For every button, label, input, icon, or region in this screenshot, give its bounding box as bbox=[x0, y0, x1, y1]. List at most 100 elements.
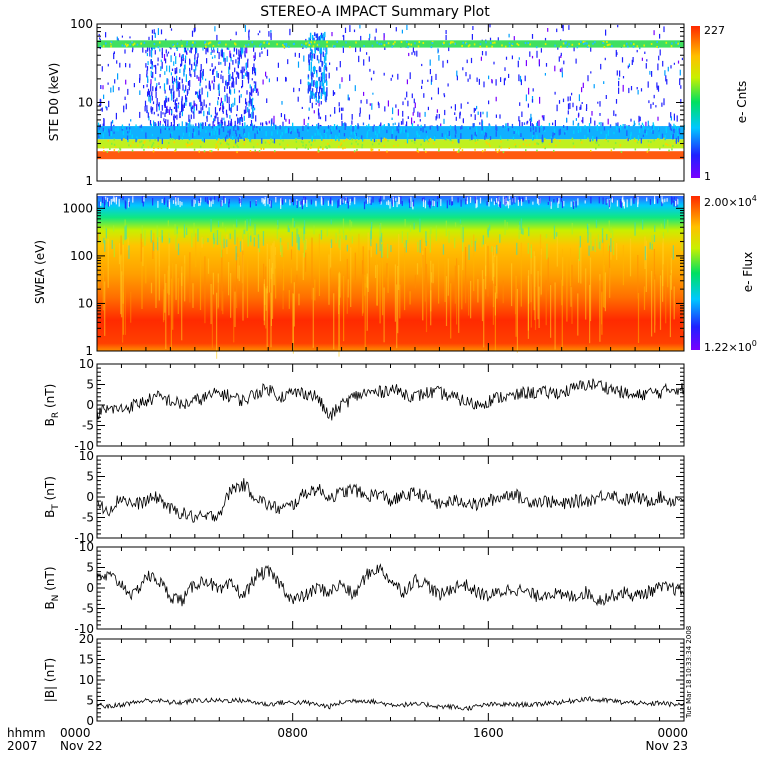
ste-cell bbox=[534, 143, 536, 146]
swea-cell bbox=[223, 236, 225, 241]
swea-cell bbox=[342, 199, 344, 203]
ste-cell bbox=[560, 52, 562, 57]
ste-cell bbox=[681, 143, 683, 146]
ste-cell bbox=[224, 57, 226, 66]
ste-cell bbox=[308, 54, 310, 63]
swea-cell bbox=[194, 200, 196, 204]
ste-cell bbox=[581, 141, 583, 144]
ste-cell bbox=[238, 57, 240, 64]
swea-cell bbox=[651, 235, 653, 249]
ste-cell bbox=[303, 118, 305, 126]
ste-cell bbox=[199, 82, 201, 87]
ste-cell bbox=[326, 45, 328, 55]
ste-cell bbox=[132, 43, 135, 46]
ste-cell bbox=[307, 74, 310, 78]
swea-cell bbox=[378, 198, 380, 202]
ste-cell bbox=[234, 97, 236, 106]
ste-cell bbox=[305, 144, 307, 147]
ste-cell bbox=[110, 122, 112, 126]
time-tick-label: 0000 bbox=[657, 726, 688, 740]
ste-cell bbox=[650, 141, 652, 144]
ste-cell bbox=[210, 130, 213, 136]
ste-cell bbox=[107, 139, 109, 142]
ste-cell bbox=[637, 89, 639, 95]
ste-cell bbox=[139, 90, 141, 95]
ste-cell bbox=[187, 47, 189, 51]
swea-cell bbox=[244, 220, 246, 235]
swea-cell bbox=[548, 196, 551, 202]
ste-cell bbox=[223, 57, 225, 62]
swea-cell bbox=[381, 244, 383, 258]
swea-cell bbox=[525, 196, 527, 201]
swea-cell bbox=[124, 283, 126, 335]
ste-cell bbox=[323, 129, 325, 133]
ste-cell bbox=[609, 43, 611, 46]
ste-cell bbox=[307, 88, 309, 94]
ste-cell bbox=[677, 126, 679, 131]
ste-cell bbox=[189, 119, 191, 122]
ste-cell bbox=[390, 77, 392, 81]
ste-cell bbox=[431, 75, 433, 82]
swea-cell bbox=[427, 201, 429, 205]
ste-cell bbox=[190, 102, 192, 110]
ste-cell bbox=[318, 150, 320, 153]
ste-cell bbox=[320, 101, 322, 105]
ste-cell bbox=[630, 86, 633, 91]
ste-cell bbox=[613, 131, 615, 135]
ste-cell bbox=[309, 32, 312, 39]
swea-cell bbox=[292, 293, 294, 354]
ste-cell bbox=[157, 63, 159, 66]
ste-cell bbox=[163, 54, 166, 61]
swea-cell bbox=[514, 197, 516, 203]
ste-cell bbox=[630, 118, 632, 122]
ste-cell bbox=[202, 105, 204, 111]
ste-cell bbox=[517, 44, 520, 46]
ste-cell bbox=[248, 102, 250, 107]
swea-cell bbox=[193, 199, 195, 207]
swea-cell bbox=[460, 199, 462, 207]
swea-cell bbox=[304, 196, 307, 204]
ste-cell bbox=[505, 56, 508, 60]
ste-cell bbox=[176, 80, 178, 89]
swea-cell bbox=[318, 233, 320, 296]
ste-cell bbox=[237, 146, 239, 148]
ste-cell bbox=[522, 143, 525, 146]
ste-cell bbox=[238, 118, 240, 123]
ste-cell bbox=[553, 128, 556, 133]
ste-cell bbox=[181, 110, 183, 117]
ste-cell bbox=[315, 33, 317, 38]
ste-cell bbox=[123, 138, 125, 141]
ste-cell bbox=[422, 42, 425, 44]
swea-cell bbox=[107, 198, 110, 207]
ste-cell bbox=[188, 114, 190, 122]
ste-cell bbox=[582, 117, 584, 124]
ste-cell bbox=[517, 60, 519, 68]
ste-cell bbox=[259, 30, 261, 33]
ste-cell bbox=[136, 43, 139, 46]
ste-cell bbox=[578, 112, 580, 117]
ste-cell bbox=[198, 95, 200, 100]
ste-cell bbox=[374, 131, 377, 135]
ste-cell bbox=[244, 50, 246, 57]
ste-cell bbox=[338, 107, 341, 113]
swea-cell bbox=[103, 225, 105, 231]
swea-cell bbox=[288, 290, 290, 309]
swea-cell bbox=[528, 200, 530, 204]
ste-cell bbox=[236, 144, 238, 147]
swea-cell bbox=[670, 257, 672, 273]
ste-cell bbox=[202, 46, 204, 51]
swea-cell bbox=[207, 238, 209, 243]
ste-cell bbox=[169, 138, 172, 141]
ste-cell bbox=[336, 125, 338, 130]
swea-cell bbox=[367, 199, 369, 204]
swea-cell bbox=[351, 236, 353, 244]
ste-cell bbox=[319, 132, 321, 136]
swea-cell bbox=[511, 197, 513, 205]
ste-cell bbox=[164, 100, 166, 108]
swea-cell bbox=[488, 199, 490, 207]
ste-cell bbox=[312, 35, 314, 41]
swea-cell bbox=[383, 196, 385, 200]
ste-cell bbox=[497, 37, 499, 42]
swea-cell bbox=[247, 232, 249, 247]
ste-cell bbox=[661, 102, 663, 107]
